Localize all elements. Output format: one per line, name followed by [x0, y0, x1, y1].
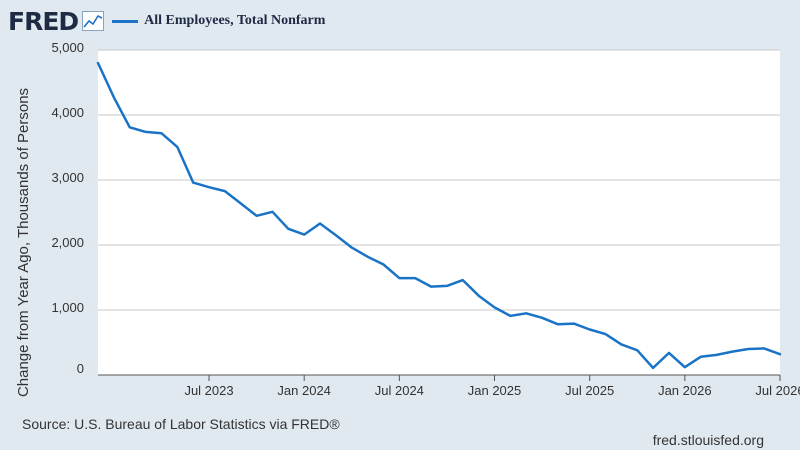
header: FRED All Employees, Total Nonfarm	[8, 4, 325, 38]
x-tick-label: Jul 2023	[184, 383, 233, 398]
y-tick-label: 4,000	[51, 105, 84, 120]
x-tick-label: Jul 2026	[755, 383, 800, 398]
y-tick-label: 1,000	[51, 300, 84, 315]
plot-area	[98, 50, 780, 375]
legend-swatch	[112, 19, 139, 23]
legend-label[interactable]: All Employees, Total Nonfarm	[144, 13, 326, 28]
site-url[interactable]: fred.stlouisfed.org	[652, 432, 764, 448]
x-tick-label: Jan 2026	[658, 383, 712, 398]
y-tick-label: 5,000	[51, 40, 84, 55]
x-tick-label: Jul 2025	[565, 383, 614, 398]
graph-icon	[82, 11, 105, 31]
legend: All Employees, Total Nonfarm	[112, 13, 325, 29]
x-tick-label: Jan 2025	[468, 383, 522, 398]
source-note: Source: U.S. Bureau of Labor Statistics …	[22, 416, 340, 432]
x-tick-label: Jul 2024	[375, 383, 424, 398]
fred-logo[interactable]: FRED	[8, 6, 79, 36]
x-tick-label: Jan 2024	[277, 383, 331, 398]
series-line	[96, 61, 782, 370]
y-tick-label: 3,000	[51, 170, 84, 185]
y-tick-label: 2,000	[51, 235, 84, 250]
y-axis-label: Change from Year Ago, Thousands of Perso…	[15, 88, 32, 397]
y-tick-label: 0	[77, 361, 84, 376]
